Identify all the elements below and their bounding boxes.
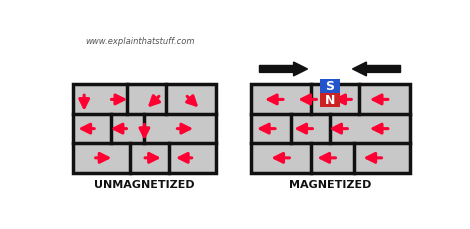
Bar — [251, 85, 410, 173]
Text: UNMAGNETIZED: UNMAGNETIZED — [94, 179, 195, 189]
Bar — [73, 85, 216, 173]
FancyArrow shape — [259, 63, 307, 76]
Text: MAGNETIZED: MAGNETIZED — [289, 179, 372, 189]
Text: N: N — [325, 94, 335, 107]
Text: www.explainthatstuff.com: www.explainthatstuff.com — [86, 37, 195, 46]
Bar — [320, 80, 340, 93]
Text: S: S — [326, 80, 335, 93]
FancyArrow shape — [352, 63, 400, 76]
Bar — [320, 93, 340, 107]
